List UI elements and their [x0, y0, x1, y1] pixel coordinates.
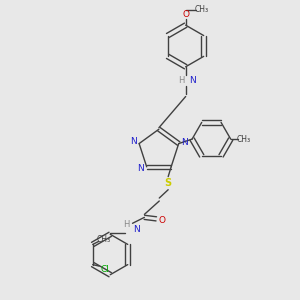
- Text: O: O: [182, 10, 189, 19]
- Text: Cl: Cl: [101, 265, 110, 274]
- Text: CH₃: CH₃: [237, 135, 251, 144]
- Text: N: N: [133, 225, 140, 234]
- Text: H: H: [123, 220, 130, 229]
- Text: CH₃: CH₃: [97, 236, 111, 244]
- Text: N: N: [181, 138, 188, 147]
- Text: N: N: [189, 76, 196, 85]
- Text: S: S: [165, 178, 172, 188]
- Text: N: N: [137, 164, 144, 173]
- Text: H: H: [178, 76, 184, 85]
- Text: N: N: [130, 137, 137, 146]
- Text: CH₃: CH₃: [195, 5, 209, 14]
- Text: O: O: [159, 216, 166, 225]
